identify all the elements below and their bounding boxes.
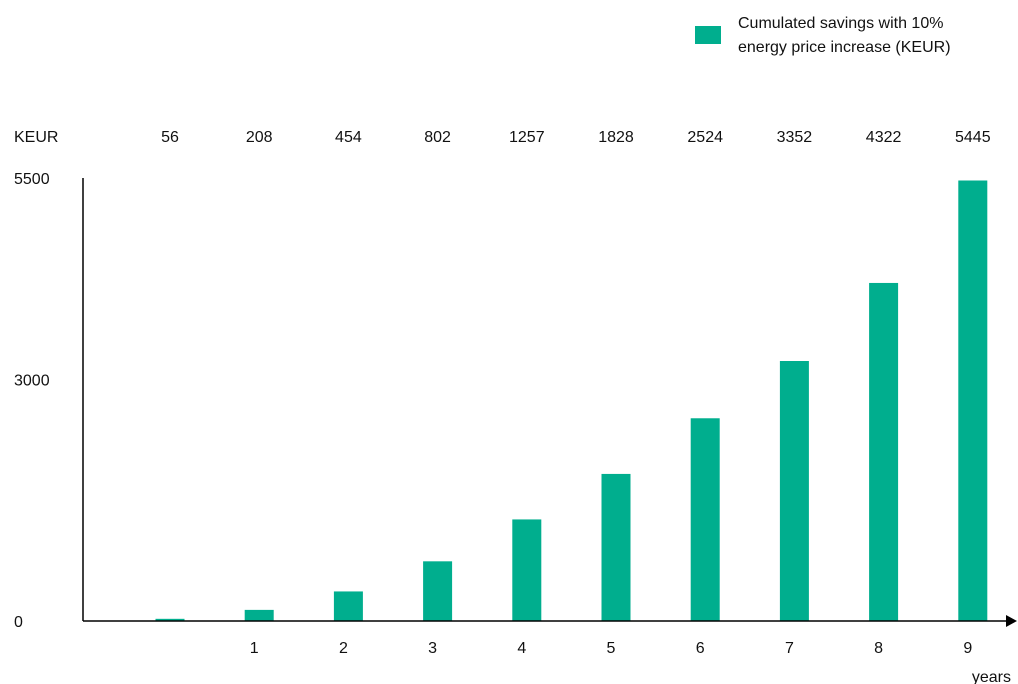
value-label: 3352	[777, 129, 813, 146]
value-labels: 56 208 454 802 1257 1828 2524 3352 4322 5445	[161, 129, 991, 146]
legend-label-line-1: Cumulated savings with 10%	[738, 15, 943, 32]
x-tick-label: 7	[785, 640, 794, 657]
bar	[155, 618, 185, 621]
value-label: 2524	[687, 129, 723, 146]
value-label: 802	[424, 129, 451, 146]
x-axis-arrow	[1006, 615, 1017, 627]
y-tick-label: 0	[14, 614, 23, 631]
bar	[244, 609, 274, 621]
bar	[958, 180, 988, 622]
bar	[512, 519, 542, 621]
x-axis-label: years	[972, 669, 1011, 684]
x-axis-tick-labels: 1 2 3 4 5 6 7 8 9	[250, 640, 973, 657]
bar	[779, 360, 809, 621]
y-axis-tick-labels: 0 3000 5500	[14, 171, 50, 631]
value-label: 208	[246, 129, 273, 146]
value-label: 56	[161, 129, 179, 146]
x-tick-label: 8	[874, 640, 883, 657]
bar	[690, 418, 720, 621]
value-label: 1257	[509, 129, 545, 146]
value-label: 5445	[955, 129, 991, 146]
value-label: 1828	[598, 129, 634, 146]
x-tick-label: 2	[339, 640, 348, 657]
legend-label-line-2: energy price increase (KEUR)	[738, 39, 951, 56]
bars	[155, 180, 988, 622]
x-tick-label: 4	[517, 640, 526, 657]
bar	[601, 473, 631, 621]
bar	[869, 282, 899, 621]
bar	[333, 591, 363, 621]
legend: Cumulated savings with 10% energy price …	[695, 15, 951, 56]
y-tick-label: 3000	[14, 372, 50, 389]
bar	[423, 561, 453, 621]
x-tick-label: 6	[696, 640, 705, 657]
x-tick-label: 9	[963, 640, 972, 657]
x-tick-label: 5	[607, 640, 616, 657]
value-label: 4322	[866, 129, 902, 146]
value-label: 454	[335, 129, 362, 146]
x-tick-label: 3	[428, 640, 437, 657]
y-tick-label: 5500	[14, 171, 50, 188]
legend-swatch	[695, 26, 721, 44]
x-tick-label: 1	[250, 640, 259, 657]
value-row-label: KEUR	[14, 129, 58, 146]
